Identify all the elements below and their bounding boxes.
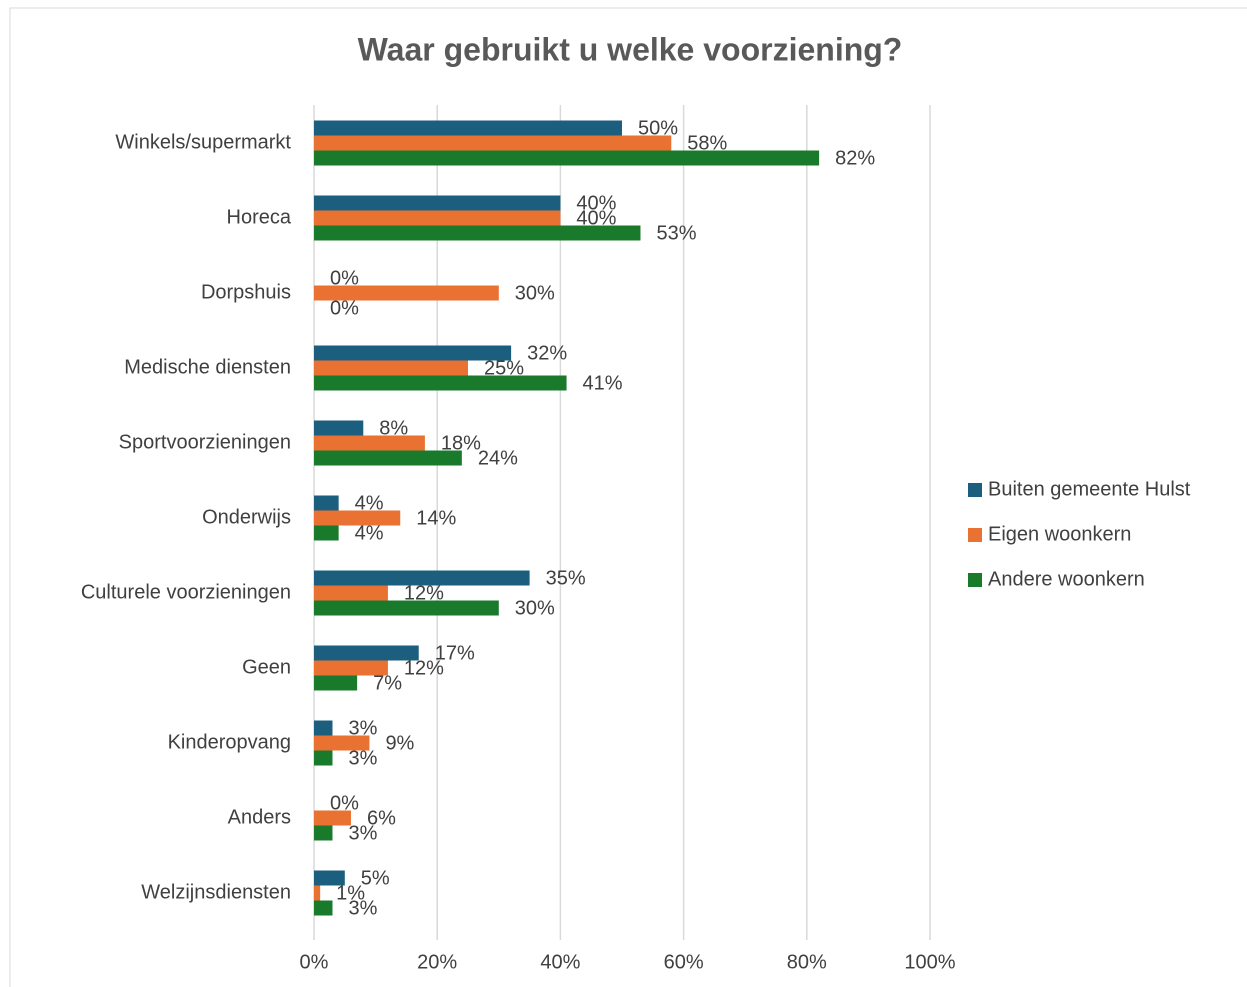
data-label: 3% [348,717,377,739]
bar [314,210,561,226]
y-tick-label: Medische diensten [124,356,291,378]
y-tick-label: Culturele voorzieningen [81,581,291,603]
x-tick-label: 80% [787,951,827,973]
data-label: 3% [348,897,377,919]
legend-label: Eigen woonkern [988,523,1131,545]
data-label: 3% [348,822,377,844]
data-label: 4% [355,522,384,544]
y-tick-label: Horeca [227,206,292,228]
data-label: 40% [576,192,616,214]
x-tick-label: 20% [417,951,457,973]
y-tick-label: Onderwijs [202,506,291,528]
x-tick-label: 60% [664,951,704,973]
data-label: 41% [583,372,623,394]
data-label: 30% [515,597,555,619]
y-tick-label: Anders [228,806,291,828]
legend-label: Andere woonkern [988,568,1145,590]
data-label: 40% [576,207,616,229]
x-tick-label: 40% [540,951,580,973]
data-label: 4% [355,492,384,514]
bar [314,735,370,751]
data-label: 0% [330,792,359,814]
bar [314,195,561,211]
y-tick-label: Dorpshuis [201,281,291,303]
data-label: 17% [435,642,475,664]
bar [314,510,401,526]
bar [314,225,641,241]
bar [314,525,339,541]
data-label: 9% [385,732,414,754]
y-tick-label: Welzijnsdiensten [141,881,291,903]
data-label: 6% [367,807,396,829]
chart-frame [9,7,1247,987]
data-label: 35% [546,567,586,589]
data-label: 50% [638,117,678,139]
legend-label: Buiten gemeente Hulst [988,478,1191,500]
x-tick-label: 0% [300,951,329,973]
data-label: 7% [373,672,402,694]
bar [314,585,388,601]
bar [314,810,351,826]
bar [314,720,333,736]
legend-swatch [968,573,982,587]
data-label: 3% [348,747,377,769]
bar [314,645,419,661]
bar [314,885,321,901]
bar [314,870,345,886]
x-tick-label: 100% [904,951,955,973]
legend-swatch [968,528,982,542]
bar [314,675,358,691]
bar [314,435,425,451]
data-label: 24% [478,447,518,469]
bar [314,570,530,586]
data-label: 0% [330,297,359,319]
data-label: 18% [441,432,481,454]
data-label: 25% [484,357,524,379]
y-tick-label: Winkels/supermarkt [115,131,291,153]
data-label: 32% [527,342,567,364]
bar [314,750,333,766]
data-label: 58% [687,132,727,154]
data-label: 12% [404,582,444,604]
y-tick-label: Sportvoorzieningen [119,431,291,453]
data-label: 8% [379,417,408,439]
chart-title: Waar gebruikt u welke voorziening? [358,31,903,67]
bar [314,825,333,841]
bar [314,135,672,151]
bar [314,285,499,301]
bar [314,600,499,616]
y-tick-label: Kinderopvang [168,731,291,753]
data-label: 14% [416,507,456,529]
bar [314,360,468,376]
data-label: 53% [656,222,696,244]
bar [314,375,567,391]
bar [314,900,333,916]
data-label: 0% [330,267,359,289]
data-label: 1% [336,882,365,904]
y-tick-label: Geen [242,656,291,678]
bar [314,495,339,511]
bar [314,345,512,361]
data-label: 5% [361,867,390,889]
bar [314,120,622,136]
bar [314,420,364,436]
data-label: 30% [515,282,555,304]
bar [314,450,462,466]
data-label: 12% [404,657,444,679]
legend-swatch [968,483,982,497]
bar [314,660,388,676]
bar [314,150,820,166]
data-label: 82% [835,147,875,169]
